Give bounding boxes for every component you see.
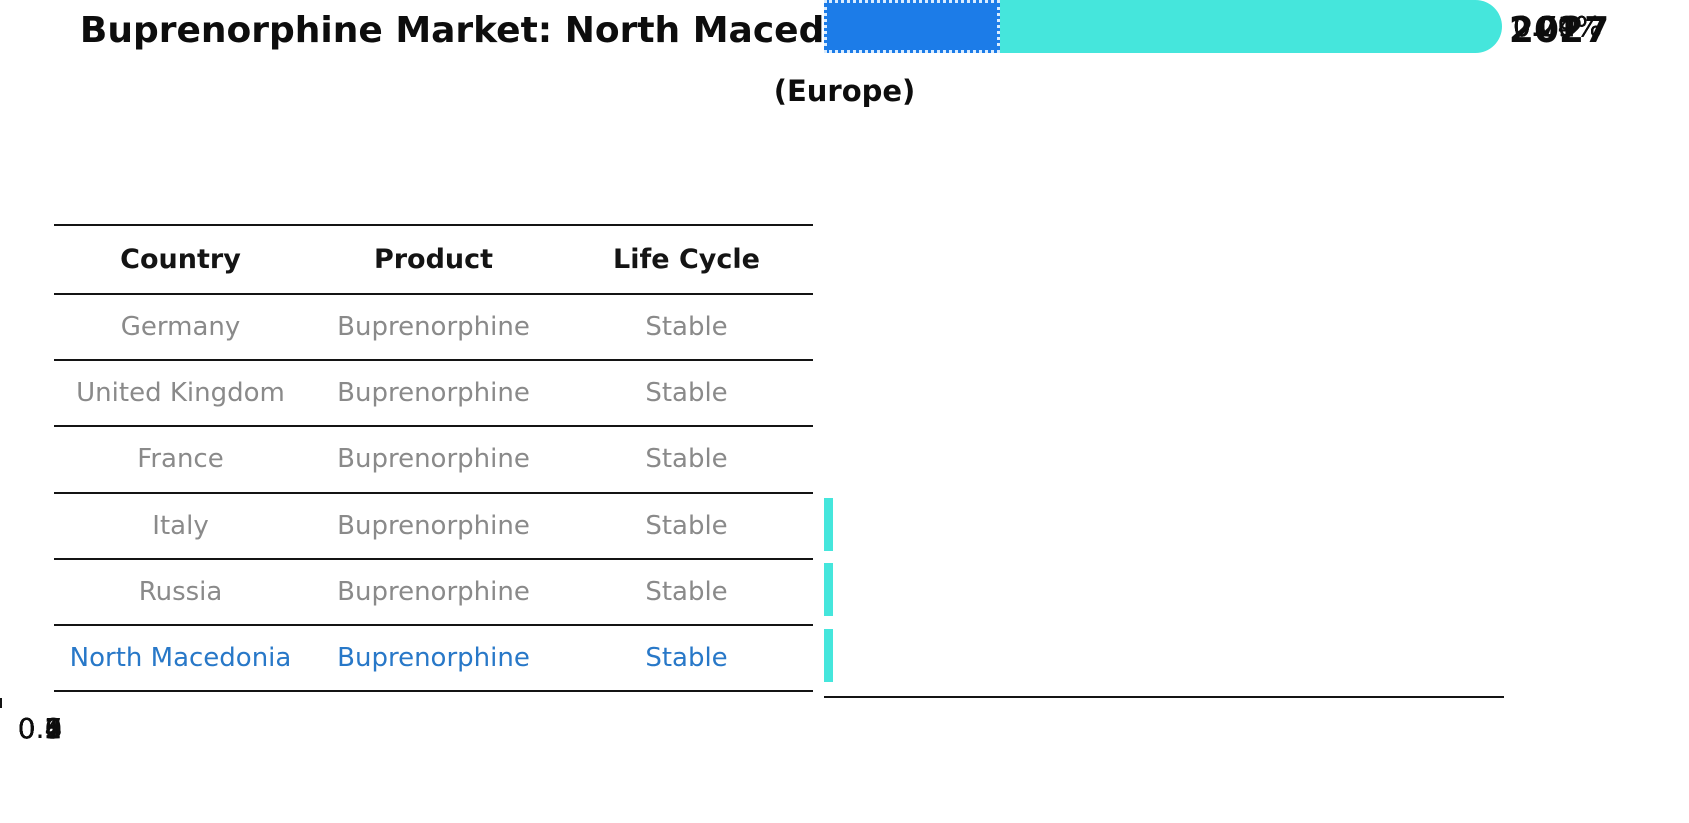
country-cell: France xyxy=(137,444,224,475)
table-header-row: Country Product Life Cycle xyxy=(54,226,813,295)
value-label-north-macedonia: 0.20% xyxy=(1513,10,1602,43)
chart-subtitle: (Europe) xyxy=(773,74,916,108)
product-cell: Buprenorphine xyxy=(337,312,530,343)
country-cell: North Macedonia xyxy=(69,643,292,674)
product-cell: Buprenorphine xyxy=(337,510,530,541)
bar-france xyxy=(824,629,833,682)
x-tick-label: 0.6 xyxy=(17,712,63,745)
x-tick-label: 0.1 xyxy=(17,712,63,745)
x-axis-line xyxy=(824,696,1504,698)
table-row-germany: Germany Buprenorphine Stable xyxy=(54,295,813,362)
x-tick-label: 0.7 xyxy=(17,712,63,745)
header-country: Country xyxy=(120,244,241,275)
country-cell: Italy xyxy=(152,510,209,541)
product-cell: Buprenorphine xyxy=(337,444,530,475)
value-label-united-kingdom: 0.01% xyxy=(1513,10,1602,43)
product-cell: Buprenorphine xyxy=(337,643,530,674)
value-label-germany: 0.01% xyxy=(1513,10,1602,43)
table-row-russia: Russia Buprenorphine Stable xyxy=(54,560,813,626)
life-cycle-cell: Stable xyxy=(645,643,728,674)
product-cell: Buprenorphine xyxy=(337,378,530,409)
product-cell: Buprenorphine xyxy=(337,576,530,607)
life-cycle-cell: Stable xyxy=(645,312,728,343)
table-row-north-macedonia: North Macedonia Buprenorphine Stable xyxy=(54,626,813,693)
header-life-cycle: Life Cycle xyxy=(613,244,760,275)
life-cycle-cell: Stable xyxy=(645,378,728,409)
bar-united-kingdom xyxy=(824,563,833,616)
life-cycle-cell: Stable xyxy=(645,576,728,607)
table-row-italy: Italy Buprenorphine Stable xyxy=(54,494,813,560)
x-tick-label: 0.3 xyxy=(17,712,63,745)
value-label-russia: 0.74% xyxy=(1513,10,1602,43)
table-row-united-kingdom: United Kingdom Buprenorphine Stable xyxy=(54,361,813,428)
country-cell: Russia xyxy=(138,576,223,607)
bar-north-macedonia xyxy=(824,0,1000,53)
x-tick-label: 0.4 xyxy=(17,712,63,745)
country-cell: Germany xyxy=(120,312,241,343)
bar-germany xyxy=(824,498,833,551)
x-tick-label: 0.0 xyxy=(17,712,63,745)
country-cell: United Kingdom xyxy=(76,378,285,409)
life-cycle-cell: Stable xyxy=(645,444,728,475)
country-table: Country Product Life Cycle Germany Bupre… xyxy=(54,224,813,693)
x-tick-label: 0.5 xyxy=(17,712,63,745)
header-product: Product xyxy=(373,244,494,275)
x-axis-tick xyxy=(0,698,2,708)
x-tick-label: 0.2 xyxy=(17,712,63,745)
table-row-france: France Buprenorphine Stable xyxy=(54,427,813,494)
life-cycle-cell: Stable xyxy=(645,510,728,541)
value-label-italy: 0.29% xyxy=(1513,10,1602,43)
value-label-france: 0.01% xyxy=(1513,10,1602,43)
